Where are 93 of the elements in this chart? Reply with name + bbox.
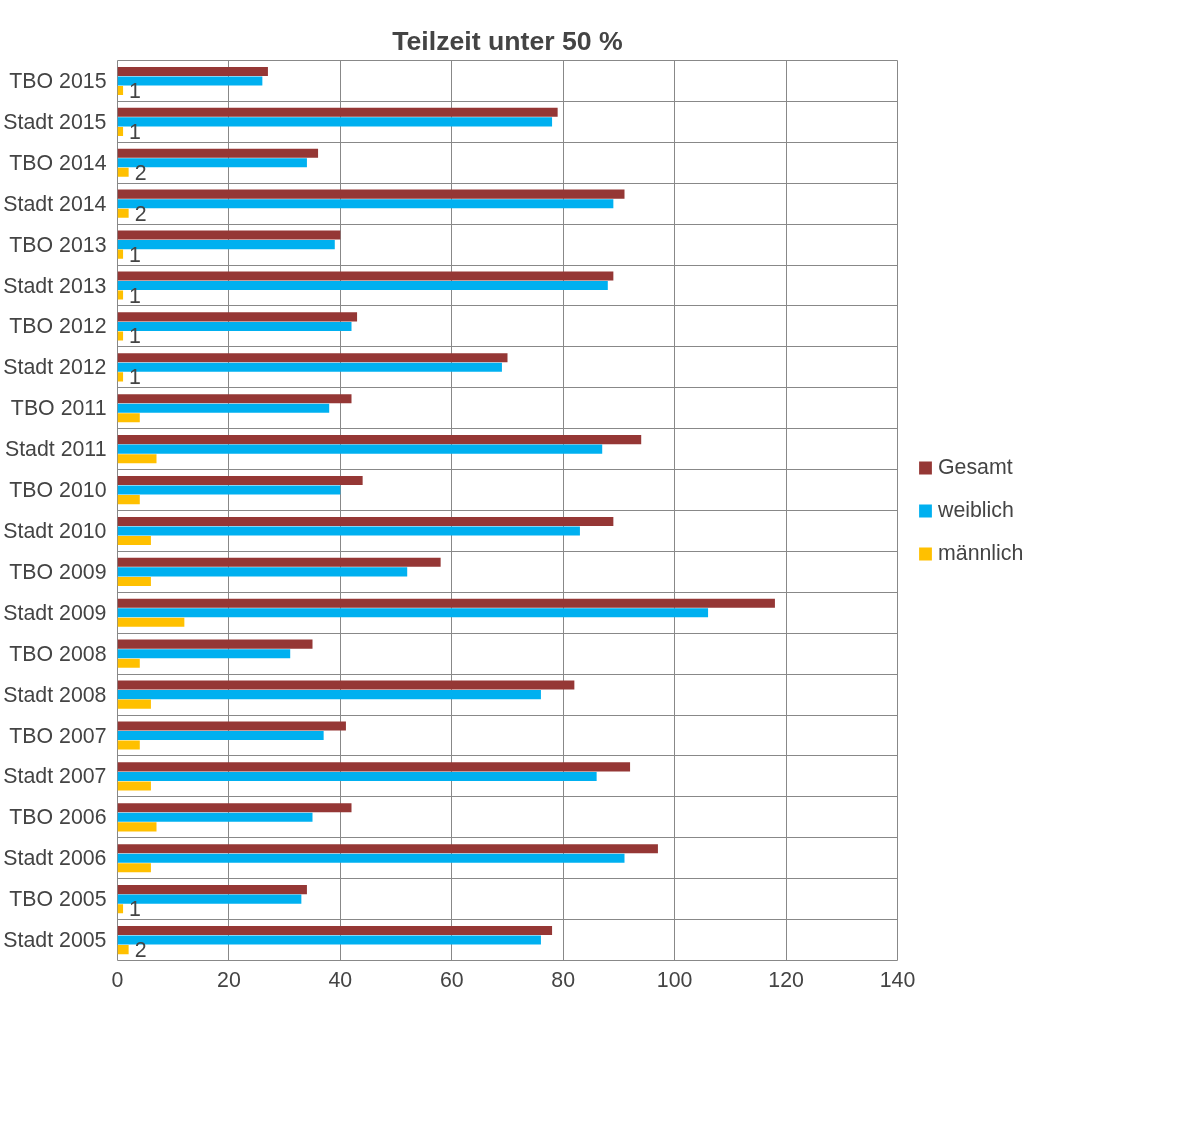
y-tick-label: TBO 2014 [9,150,107,175]
bar [117,680,575,690]
bar [117,639,313,649]
bar [117,853,625,863]
y-tick-label: TBO 2008 [9,641,107,666]
bar [117,762,631,772]
y-tick-label: TBO 2011 [10,396,107,421]
bar [117,148,319,158]
y-tick-label: TBO 2007 [9,723,107,748]
bar [117,844,658,854]
legend-label: männlich [938,540,1024,566]
bar [117,598,775,608]
bar [117,312,358,322]
y-tick-label: Stadt 2006 [3,846,107,871]
bar [117,721,346,731]
data-label: 1 [129,79,141,103]
bar [117,535,151,546]
bar [117,863,151,873]
x-tick-label: 140 [879,967,916,992]
bar [117,803,352,813]
y-tick-label: TBO 2009 [9,559,107,584]
bar [117,649,291,659]
y-tick-label: TBO 2013 [9,232,107,257]
bar [117,576,151,586]
x-tick-label: 0 [111,967,124,992]
y-tick-label: Stadt 2008 [3,682,107,707]
bar [117,475,363,486]
x-tick-label: 80 [551,967,576,992]
bar [117,230,341,240]
bar [117,271,614,281]
x-tick-label: 120 [768,967,804,992]
bar [117,690,541,700]
bar [117,812,313,822]
bar [117,885,307,895]
bar [117,526,580,536]
bar [117,658,140,668]
bar [117,454,157,464]
y-tick-label: TBO 2006 [9,805,107,830]
bar [117,435,642,445]
data-label: 2 [134,938,147,963]
bar [117,208,129,218]
y-tick-label: Stadt 2005 [3,928,107,953]
bar [117,925,553,936]
data-label: 2 [134,160,147,185]
bar [117,413,140,423]
bar [117,189,625,199]
bar [117,403,330,413]
chart-title: Teilzeit unter 50 % [392,25,623,56]
bar [117,516,614,526]
bar [117,617,185,627]
data-label: 1 [129,283,141,308]
bar [117,485,341,495]
y-tick-label: Stadt 2015 [3,109,107,134]
data-label: 2 [134,201,147,226]
data-label: 1 [129,242,141,267]
bar [117,444,603,454]
y-tick-label: Stadt 2009 [3,600,107,625]
y-tick-label: Stadt 2014 [3,191,107,216]
bar [117,771,597,781]
legend-label: Gesamt [938,454,1013,480]
x-tick-label: 60 [439,967,464,992]
bar [117,740,140,750]
y-tick-label: Stadt 2010 [3,518,107,543]
y-tick-label: Stadt 2007 [3,764,107,789]
legend-label: weiblich [938,497,1014,523]
bar [117,781,151,791]
bar [117,730,324,741]
y-tick-label: Stadt 2011 [4,437,107,462]
bar [117,699,151,709]
bar [117,167,129,177]
y-tick-label: TBO 2010 [9,478,107,503]
data-label: 1 [129,365,141,390]
x-tick-label: 100 [656,967,693,992]
bar [117,945,129,955]
bar [117,495,140,505]
bar [117,394,352,404]
bar [117,557,441,567]
data-label: 1 [129,324,141,349]
data-label: 1 [129,897,141,922]
bar [117,567,408,577]
bar [117,66,268,76]
bar [117,822,157,832]
y-tick-label: TBO 2005 [9,887,107,912]
x-tick-label: 40 [328,967,353,992]
x-tick-label: 20 [217,967,241,992]
y-tick-label: TBO 2012 [9,314,107,339]
y-tick-label: TBO 2015 [9,68,107,93]
bar [117,107,558,117]
y-tick-label: Stadt 2012 [3,355,107,380]
y-tick-label: Stadt 2013 [3,273,107,298]
bar [117,608,709,618]
bar [117,353,508,363]
data-label: 1 [129,119,141,144]
